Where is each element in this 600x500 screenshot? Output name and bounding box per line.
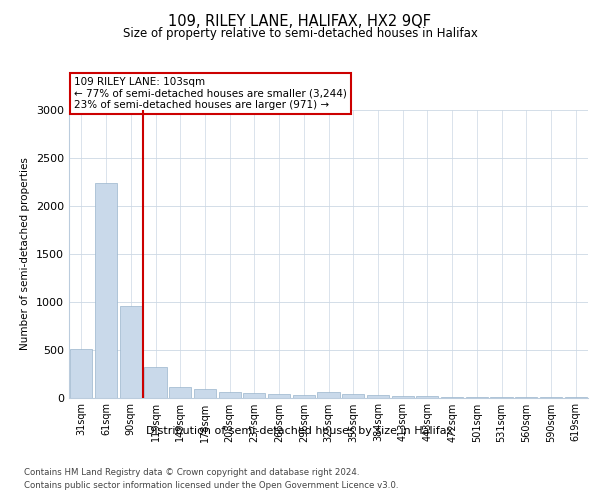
Bar <box>293 395 315 398</box>
Bar <box>145 367 167 398</box>
Bar <box>317 392 340 398</box>
Text: 109 RILEY LANE: 103sqm
← 77% of semi-detached houses are smaller (3,244)
23% of : 109 RILEY LANE: 103sqm ← 77% of semi-det… <box>74 77 347 110</box>
Bar <box>95 183 117 398</box>
Text: Size of property relative to semi-detached houses in Halifax: Size of property relative to semi-detach… <box>122 28 478 40</box>
Bar <box>268 394 290 398</box>
Bar <box>194 389 216 398</box>
Bar <box>367 395 389 398</box>
Bar <box>119 306 142 398</box>
Bar <box>70 348 92 398</box>
Bar <box>466 397 488 398</box>
Bar <box>169 388 191 398</box>
Bar <box>416 396 439 398</box>
Text: Contains HM Land Registry data © Crown copyright and database right 2024.: Contains HM Land Registry data © Crown c… <box>24 468 359 477</box>
Bar <box>342 394 364 398</box>
Text: Distribution of semi-detached houses by size in Halifax: Distribution of semi-detached houses by … <box>146 426 454 436</box>
Y-axis label: Number of semi-detached properties: Number of semi-detached properties <box>20 158 31 350</box>
Bar <box>490 397 512 398</box>
Bar <box>441 396 463 398</box>
Text: 109, RILEY LANE, HALIFAX, HX2 9QF: 109, RILEY LANE, HALIFAX, HX2 9QF <box>169 14 431 29</box>
Text: Contains public sector information licensed under the Open Government Licence v3: Contains public sector information licen… <box>24 482 398 490</box>
Bar <box>218 392 241 398</box>
Bar <box>392 396 414 398</box>
Bar <box>243 393 265 398</box>
